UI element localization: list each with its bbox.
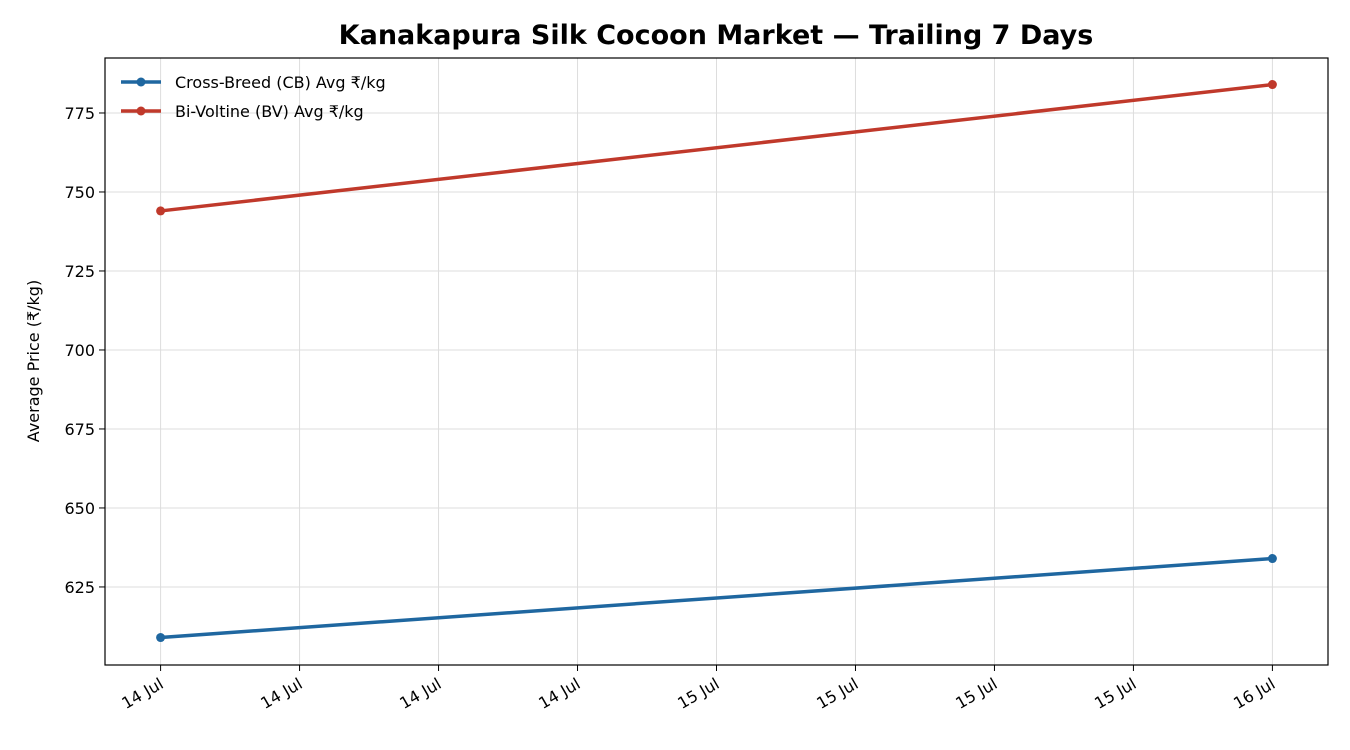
y-tick-label: 700: [64, 341, 95, 360]
chart-title: Kanakapura Silk Cocoon Market — Trailing…: [339, 20, 1094, 51]
x-tick-label: 14 Jul: [396, 674, 444, 713]
data-point: [156, 206, 166, 216]
x-tick-label: 15 Jul: [1091, 674, 1139, 713]
legend-label: Bi-Voltine (BV) Avg ₹/kg: [175, 102, 364, 121]
x-tick-label: 15 Jul: [674, 674, 722, 713]
x-tick-label: 14 Jul: [118, 674, 166, 713]
legend-marker: [136, 106, 146, 116]
series-line: [160, 556, 1273, 640]
series-line: [160, 82, 1273, 213]
y-tick-label: 675: [64, 420, 95, 439]
legend-label: Cross-Breed (CB) Avg ₹/kg: [175, 73, 386, 92]
legend-marker: [136, 77, 146, 87]
x-tick-label: 15 Jul: [813, 674, 861, 713]
y-tick-label: 725: [64, 262, 95, 281]
data-point: [1267, 80, 1277, 90]
y-tick-label: 775: [64, 104, 95, 123]
y-axis-label: Average Price (₹/kg): [24, 280, 43, 442]
x-tick-label: 16 Jul: [1230, 674, 1278, 713]
x-tick-label: 14 Jul: [257, 674, 305, 713]
y-tick-label: 650: [64, 499, 95, 518]
plot-frame: [104, 57, 1329, 666]
data-point: [156, 633, 166, 643]
data-point: [1267, 554, 1277, 564]
x-tick-label: 14 Jul: [535, 674, 583, 713]
y-tick-label: 750: [64, 183, 95, 202]
y-tick-label: 625: [64, 578, 95, 597]
x-tick-label: 15 Jul: [952, 674, 1000, 713]
